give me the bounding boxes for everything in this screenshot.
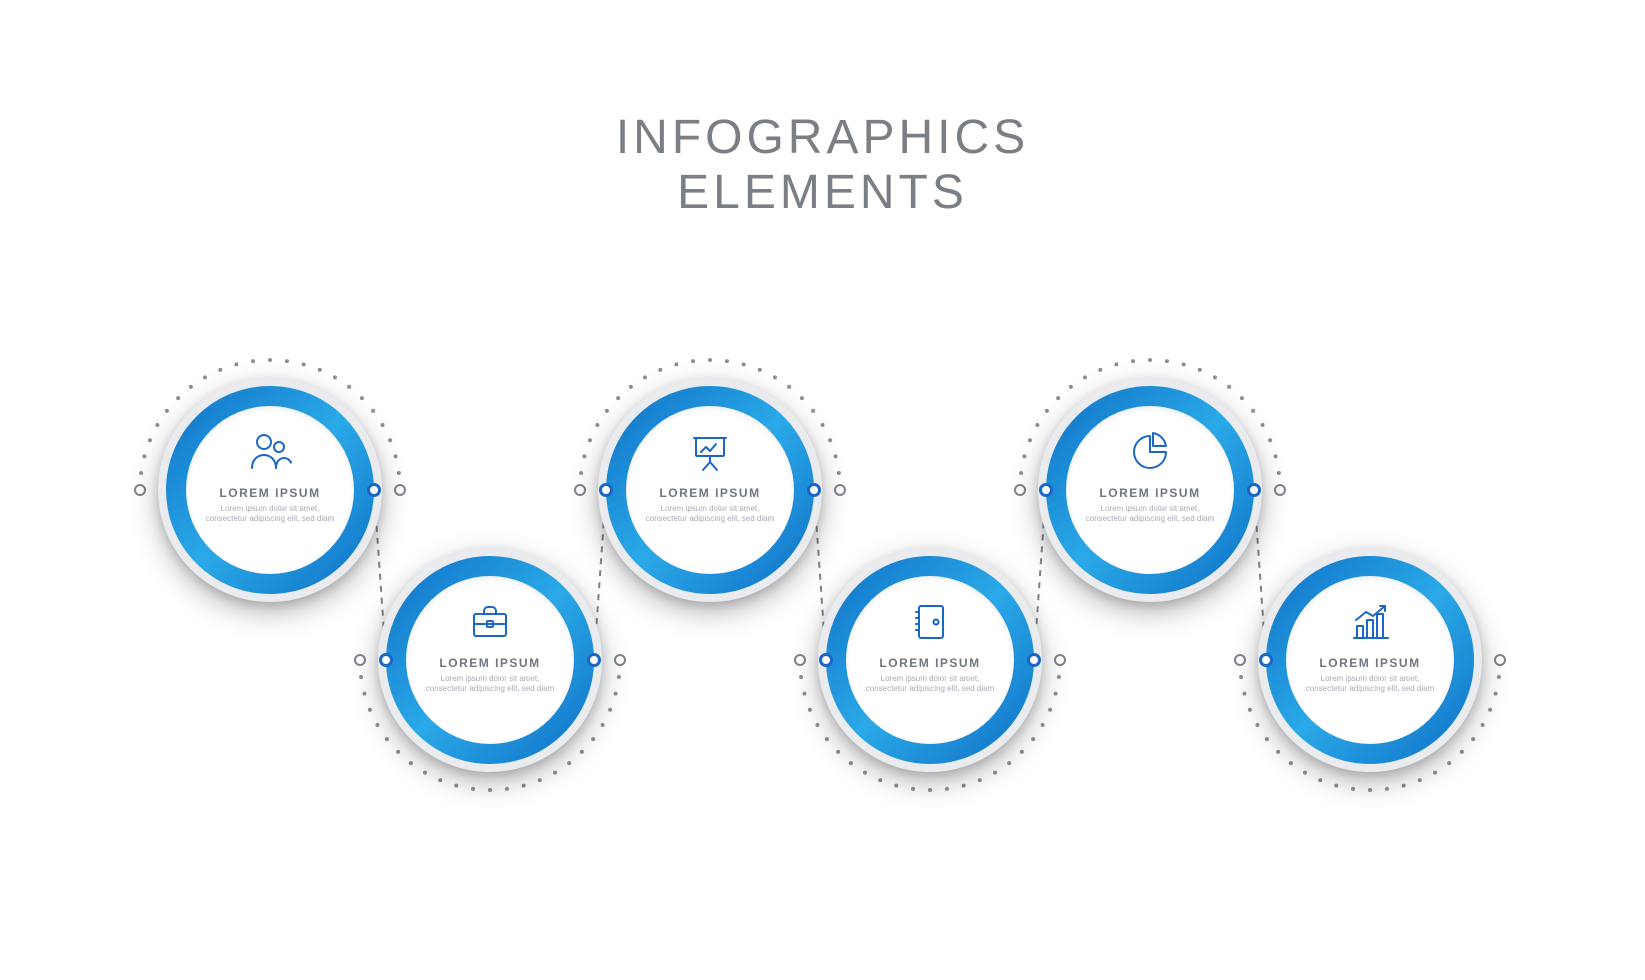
arc-endcap [1014, 484, 1026, 496]
node-inner: LOREM IPSUM Lorem ipsum dolor sit amet, c… [1066, 406, 1234, 574]
bar-growth-icon [1342, 594, 1398, 650]
connector-port [587, 653, 601, 667]
node-body: Lorem ipsum dolor sit amet, consectetur … [1286, 674, 1454, 694]
arc-endcap [614, 654, 626, 666]
connector-port [379, 653, 393, 667]
arc-endcap [794, 654, 806, 666]
connector-port [1247, 483, 1261, 497]
presentation-icon [682, 424, 738, 480]
arc-endcap [1054, 654, 1066, 666]
arc-endcap [1274, 484, 1286, 496]
node-body: Lorem ipsum dolor sit amet, consectetur … [406, 674, 574, 694]
arc-endcap [834, 484, 846, 496]
connector-port [599, 483, 613, 497]
briefcase-icon [462, 594, 518, 650]
node-label: LOREM IPSUM [1099, 486, 1200, 500]
node-label: LOREM IPSUM [1319, 656, 1420, 670]
connector-port [819, 653, 833, 667]
connector-port [1259, 653, 1273, 667]
connector-port [367, 483, 381, 497]
node-body: Lorem ipsum dolor sit amet, consectetur … [846, 674, 1014, 694]
node-body: Lorem ipsum dolor sit amet, consectetur … [186, 504, 354, 524]
node-inner: LOREM IPSUM Lorem ipsum dolor sit amet, c… [186, 406, 354, 574]
node-label: LOREM IPSUM [219, 486, 320, 500]
arc-endcap [1234, 654, 1246, 666]
connector-port [1039, 483, 1053, 497]
notebook-icon [902, 594, 958, 650]
arc-endcap [354, 654, 366, 666]
node-inner: LOREM IPSUM Lorem ipsum dolor sit amet, c… [846, 576, 1014, 744]
node-label: LOREM IPSUM [439, 656, 540, 670]
node-inner: LOREM IPSUM Lorem ipsum dolor sit amet, c… [1286, 576, 1454, 744]
node-body: Lorem ipsum dolor sit amet, consectetur … [1066, 504, 1234, 524]
people-icon [242, 424, 298, 480]
arc-endcap [134, 484, 146, 496]
pie-chart-icon [1122, 424, 1178, 480]
node-inner: LOREM IPSUM Lorem ipsum dolor sit amet, c… [626, 406, 794, 574]
infographic-stage: LOREM IPSUM Lorem ipsum dolor sit amet, c… [0, 0, 1645, 980]
connector-port [807, 483, 821, 497]
arc-endcap [394, 484, 406, 496]
node-label: LOREM IPSUM [659, 486, 760, 500]
node-inner: LOREM IPSUM Lorem ipsum dolor sit amet, c… [406, 576, 574, 744]
arc-endcap [1494, 654, 1506, 666]
node-body: Lorem ipsum dolor sit amet, consectetur … [626, 504, 794, 524]
connector-port [1027, 653, 1041, 667]
node-label: LOREM IPSUM [879, 656, 980, 670]
arc-endcap [574, 484, 586, 496]
